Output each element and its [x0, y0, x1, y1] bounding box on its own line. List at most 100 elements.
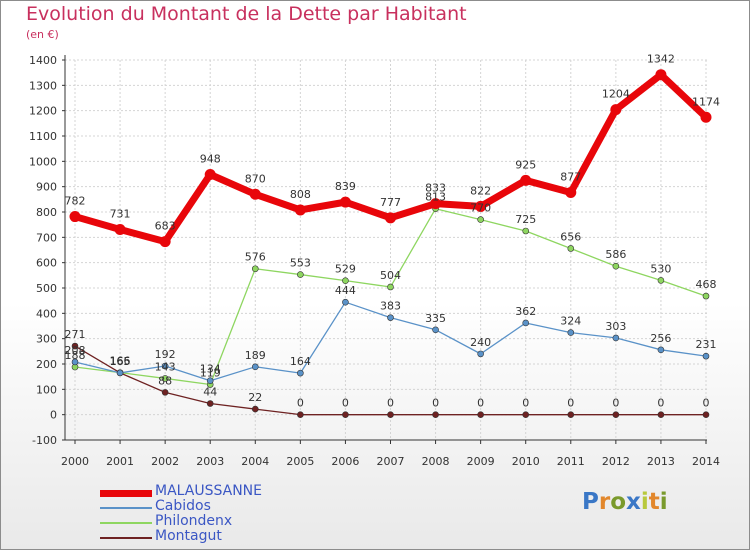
data-label: 770	[470, 202, 491, 215]
data-label: 164	[290, 355, 311, 368]
legend-swatch	[100, 537, 152, 539]
x-tick-label: 2011	[557, 455, 585, 468]
data-point	[700, 111, 712, 123]
data-label: 192	[155, 348, 176, 361]
data-point	[161, 362, 169, 370]
data-point	[522, 319, 530, 327]
data-point	[159, 236, 171, 248]
y-tick-label: 900	[36, 181, 57, 194]
data-point	[477, 350, 484, 358]
data-label: 166	[110, 355, 131, 368]
legend-swatch	[100, 507, 152, 509]
data-point	[249, 188, 261, 200]
legend-swatch	[100, 522, 152, 524]
data-label: 0	[522, 397, 529, 410]
logo-letter: o	[610, 489, 627, 515]
legend-label: MALAUSSANNE	[155, 483, 263, 499]
data-point	[432, 411, 439, 418]
y-tick-label: 100	[36, 383, 57, 396]
data-point	[161, 389, 169, 396]
data-label: 324	[560, 315, 581, 328]
data-label: 208	[65, 344, 86, 357]
data-point	[655, 69, 667, 81]
data-label: 833	[425, 182, 446, 195]
data-label: 383	[380, 300, 401, 313]
data-point	[477, 216, 484, 223]
legend-label: Philondenx	[155, 513, 233, 529]
y-tick-label: 700	[36, 231, 57, 244]
data-point	[702, 352, 710, 360]
data-label: 22	[248, 391, 262, 404]
data-label: 586	[605, 248, 626, 261]
data-label: 813	[425, 191, 446, 204]
data-label: 240	[470, 336, 491, 349]
data-label: 656	[560, 230, 581, 243]
y-tick-label: 1400	[29, 54, 57, 67]
data-label: 444	[335, 284, 356, 297]
data-label: 808	[290, 188, 311, 201]
x-tick-label: 2008	[422, 455, 450, 468]
data-point	[342, 411, 349, 418]
x-tick-label: 2004	[241, 455, 269, 468]
data-label: 134	[200, 363, 221, 376]
y-tick-label: 800	[36, 206, 57, 219]
data-label: 119	[200, 367, 221, 380]
data-label: 822	[470, 184, 491, 197]
data-label: 303	[605, 320, 626, 333]
data-label: 576	[245, 251, 266, 264]
data-point	[71, 358, 79, 366]
x-tick-label: 2000	[61, 455, 89, 468]
data-point	[567, 411, 575, 418]
data-label: 468	[696, 278, 717, 291]
data-label: 1204	[602, 88, 630, 101]
data-label: 271	[65, 328, 86, 341]
data-label: 189	[245, 349, 266, 362]
y-tick-label: 200	[36, 358, 57, 371]
x-tick-label: 2014	[692, 455, 720, 468]
series-layer	[69, 69, 712, 418]
data-point	[116, 369, 124, 377]
legend-label: Montagut	[155, 528, 222, 544]
y-tick-label: 300	[36, 333, 57, 346]
legend-swatch	[100, 489, 152, 497]
proxiti-logo: Proxiti	[582, 489, 668, 515]
data-label: 256	[650, 332, 671, 345]
data-point	[251, 265, 259, 273]
x-tick-label: 2007	[377, 455, 405, 468]
data-label: 504	[380, 269, 401, 282]
data-point	[522, 227, 530, 235]
data-label: 782	[65, 195, 86, 208]
data-label: 0	[612, 397, 619, 410]
data-point	[297, 411, 304, 418]
data-point	[251, 405, 259, 413]
data-label: 948	[200, 153, 221, 166]
data-point	[297, 271, 304, 278]
y-tick-label: 600	[36, 257, 57, 270]
y-tick-labels: -100 0 100 200 300 400 500 600 700 800 900 1000 1100…	[29, 54, 57, 447]
data-point	[339, 196, 351, 208]
data-point	[251, 363, 259, 371]
data-point	[657, 346, 665, 354]
data-point	[565, 186, 577, 198]
data-label: 0	[567, 397, 574, 410]
x-tick-label: 2001	[106, 455, 134, 468]
legend-label: Cabidos	[155, 498, 211, 514]
data-point	[522, 411, 530, 418]
data-point	[567, 245, 575, 252]
data-label: 88	[158, 374, 172, 387]
data-label: 1342	[647, 53, 675, 66]
data-point	[206, 377, 214, 385]
data-point	[161, 375, 169, 382]
data-point	[294, 204, 306, 216]
data-label: 530	[650, 262, 671, 275]
y-tick-label: 1000	[29, 155, 57, 168]
data-point	[432, 326, 439, 334]
data-point	[567, 329, 575, 336]
x-tick-label: 2012	[602, 455, 630, 468]
data-point	[342, 277, 349, 284]
data-label: 683	[155, 220, 176, 233]
data-point	[702, 411, 710, 418]
x-tick-label: 2013	[647, 455, 675, 468]
y-tick-label: 500	[36, 282, 57, 295]
